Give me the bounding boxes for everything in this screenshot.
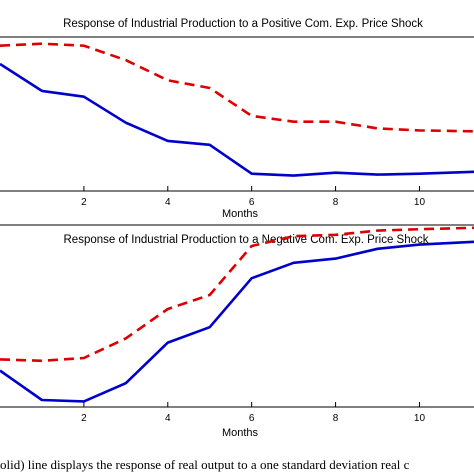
x-axis-ticks: 2 4 6 8 10 xyxy=(81,186,425,208)
figure-caption: olid) line displays the response of real… xyxy=(0,457,410,472)
x-axis-label: Months xyxy=(222,208,259,220)
x-tick-label: 6 xyxy=(249,197,255,208)
chart-title: Response of Industrial Production to a P… xyxy=(63,18,423,30)
series-line-solid xyxy=(0,240,474,403)
chart-panel-top: Response of Industrial Production to a P… xyxy=(0,18,474,220)
x-tick-label: 8 xyxy=(333,413,339,424)
chart-panel-bottom: Response of Industrial Production to a N… xyxy=(0,224,474,439)
series-lines xyxy=(0,226,474,403)
x-tick-label: 10 xyxy=(414,413,426,424)
x-axis-label: Months xyxy=(222,427,259,439)
series-line-dashed xyxy=(0,42,474,133)
series-line-dashed xyxy=(0,226,474,363)
x-tick-label: 10 xyxy=(414,197,426,208)
x-tick-label: 4 xyxy=(165,197,171,208)
x-tick-label: 2 xyxy=(81,413,87,424)
x-tick-label: 2 xyxy=(81,197,87,208)
series-line-solid xyxy=(0,62,474,177)
x-tick-label: 8 xyxy=(333,197,339,208)
chart-title: Response of Industrial Production to a N… xyxy=(64,234,429,246)
x-tick-label: 6 xyxy=(249,413,255,424)
x-axis-ticks: 2 4 6 8 10 xyxy=(81,402,425,424)
series-lines xyxy=(0,42,474,177)
x-tick-label: 4 xyxy=(165,413,171,424)
